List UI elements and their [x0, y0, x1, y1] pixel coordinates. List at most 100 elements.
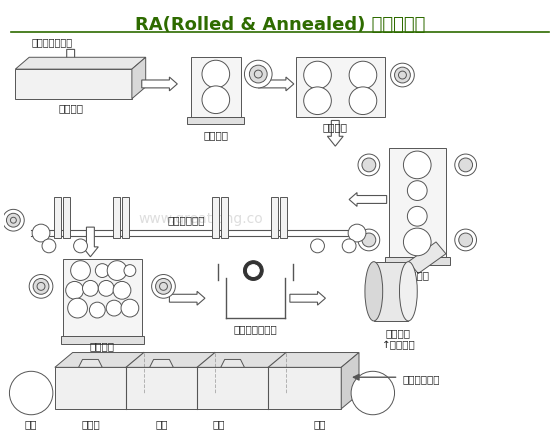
Bar [271, 197, 278, 238]
Circle shape [106, 300, 122, 316]
Circle shape [68, 298, 87, 318]
Circle shape [73, 239, 87, 253]
Circle shape [403, 228, 431, 256]
Circle shape [459, 158, 473, 172]
Circle shape [160, 283, 167, 290]
Circle shape [351, 371, 395, 415]
Text: www.greatlong.co: www.greatlong.co [139, 212, 263, 226]
Text: 前處理: 前處理 [81, 419, 100, 429]
Circle shape [42, 239, 56, 253]
Circle shape [245, 60, 272, 88]
Text: 防锨: 防锨 [213, 419, 225, 429]
Polygon shape [55, 353, 359, 367]
Bar [122, 197, 129, 238]
Polygon shape [15, 57, 146, 69]
Bar [212, 197, 219, 238]
Circle shape [304, 87, 332, 114]
Bar [61, 336, 144, 344]
Ellipse shape [399, 262, 417, 321]
Circle shape [37, 283, 45, 290]
Circle shape [248, 264, 259, 276]
Circle shape [95, 264, 109, 277]
Circle shape [455, 229, 477, 251]
Circle shape [244, 261, 263, 280]
Text: 原箔: 原箔 [25, 419, 38, 429]
Polygon shape [63, 49, 78, 75]
Circle shape [107, 261, 127, 280]
Text: 表面處理工程: 表面處理工程 [403, 374, 440, 384]
Circle shape [29, 274, 53, 298]
Circle shape [7, 213, 20, 227]
Polygon shape [82, 227, 99, 257]
Polygon shape [142, 77, 178, 91]
Circle shape [11, 217, 16, 223]
Polygon shape [408, 242, 446, 273]
Circle shape [71, 261, 90, 280]
Circle shape [202, 60, 230, 88]
Circle shape [358, 229, 380, 251]
Polygon shape [150, 359, 174, 367]
Circle shape [152, 274, 175, 298]
Bar [280, 197, 287, 238]
Polygon shape [349, 193, 386, 206]
Circle shape [362, 158, 376, 172]
Text: （溶層、鏸造）: （溶層、鏸造） [31, 37, 72, 48]
Polygon shape [290, 291, 325, 305]
Circle shape [455, 154, 477, 176]
Text: （退火酸洗）: （退火酸洗） [167, 215, 205, 225]
Circle shape [407, 206, 427, 226]
Text: RA(Rolled & Annealed) 銅生產流程: RA(Rolled & Annealed) 銅生產流程 [135, 16, 425, 34]
Text: 成品: 成品 [313, 419, 326, 429]
Circle shape [99, 280, 114, 296]
Polygon shape [341, 353, 359, 409]
Ellipse shape [365, 262, 382, 321]
Bar [221, 197, 228, 238]
Bar [385, 257, 450, 264]
Circle shape [33, 279, 49, 294]
Circle shape [304, 61, 332, 89]
Bar [55, 367, 341, 409]
Bar [389, 148, 446, 257]
Circle shape [249, 65, 267, 83]
Circle shape [82, 280, 99, 296]
Polygon shape [78, 359, 102, 367]
Circle shape [362, 233, 376, 247]
Circle shape [395, 67, 410, 83]
Text: （中軍）: （中軍） [405, 270, 430, 280]
Circle shape [121, 299, 139, 317]
Bar [113, 197, 120, 238]
Circle shape [90, 302, 105, 318]
Circle shape [2, 209, 24, 231]
Polygon shape [132, 57, 146, 99]
Circle shape [407, 181, 427, 200]
Circle shape [66, 281, 83, 299]
Circle shape [349, 61, 377, 89]
Circle shape [358, 154, 380, 176]
Circle shape [403, 151, 431, 179]
Circle shape [113, 281, 131, 299]
Text: （熱軍）: （熱軍） [203, 130, 228, 140]
Polygon shape [170, 291, 205, 305]
Bar [187, 117, 245, 124]
Polygon shape [328, 120, 343, 146]
Bar [63, 259, 142, 336]
Text: （鏸胚）: （鏸胚） [58, 103, 83, 113]
Circle shape [399, 71, 407, 79]
Text: （脰脂、洗淨）: （脰脂、洗淨） [234, 324, 277, 334]
Circle shape [10, 371, 53, 415]
Circle shape [348, 224, 366, 242]
Circle shape [156, 279, 171, 294]
Text: （原箔）: （原箔） [386, 328, 411, 338]
Bar [374, 262, 408, 321]
Bar [54, 197, 61, 238]
Circle shape [349, 87, 377, 114]
Circle shape [311, 239, 324, 253]
Circle shape [459, 233, 473, 247]
Text: （面削）: （面削） [323, 123, 348, 132]
Circle shape [202, 86, 230, 114]
Bar [15, 69, 132, 99]
Bar [191, 57, 240, 117]
Circle shape [390, 63, 414, 87]
Circle shape [32, 224, 50, 242]
Polygon shape [258, 77, 294, 91]
